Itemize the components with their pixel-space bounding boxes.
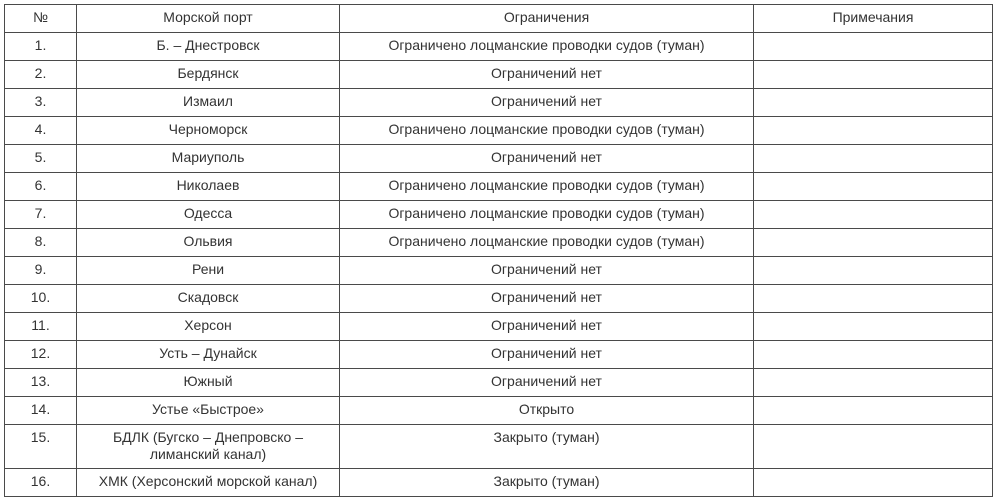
note-cell <box>753 144 993 173</box>
row-number-cell: 14. <box>4 396 77 425</box>
restriction-cell: Ограничено лоцманские проводки судов (ту… <box>339 228 754 257</box>
port-name-cell: Рени <box>76 256 340 285</box>
restriction-cell: Ограничений нет <box>339 60 754 89</box>
port-name-cell: Измаил <box>76 88 340 117</box>
restriction-cell: Ограничено лоцманские проводки судов (ту… <box>339 200 754 229</box>
port-name-cell: Скадовск <box>76 284 340 313</box>
port-name-cell: Ольвия <box>76 228 340 257</box>
row-number-cell: 16. <box>4 468 77 497</box>
row-number-cell: 5. <box>4 144 77 173</box>
restriction-cell: Ограничено лоцманские проводки судов (ту… <box>339 172 754 201</box>
restriction-cell: Ограничено лоцманские проводки судов (ту… <box>339 116 754 145</box>
port-name-cell: Устье «Быстрое» <box>76 396 340 425</box>
restriction-cell: Ограничений нет <box>339 144 754 173</box>
header-row: № Морской порт Ограничения Примечания <box>4 4 993 33</box>
table-row: 7. Одесса Ограничено лоцманские проводки с… <box>4 200 993 229</box>
row-number-cell: 1. <box>4 32 77 61</box>
port-name-cell: Бердянск <box>76 60 340 89</box>
restriction-cell: Открыто <box>339 396 754 425</box>
restriction-cell: Ограничений нет <box>339 284 754 313</box>
table-row: 5. Мариуполь Ограничений нет <box>4 144 993 173</box>
port-name-cell: Херсон <box>76 312 340 341</box>
restriction-cell: Ограничений нет <box>339 256 754 285</box>
table-row: 11. Херсон Ограничений нет <box>4 312 993 341</box>
restriction-cell: Ограничений нет <box>339 340 754 369</box>
restriction-cell: Ограничений нет <box>339 312 754 341</box>
row-number-cell: 3. <box>4 88 77 117</box>
table-row: 1. Б. – Днестровск Ограничено лоцманские п… <box>4 32 993 61</box>
note-cell <box>753 424 993 469</box>
port-name-cell: ХМК (Херсонский морской канал) <box>76 468 340 497</box>
header-number: № <box>4 4 77 33</box>
table-row: 2. Бердянск Ограничений нет <box>4 60 993 89</box>
note-cell <box>753 172 993 201</box>
note-cell <box>753 340 993 369</box>
port-name-cell: Южный <box>76 368 340 397</box>
restriction-cell: Ограничений нет <box>339 368 754 397</box>
restriction-cell: Закрыто (туман) <box>339 424 754 469</box>
table-row: 3. Измаил Ограничений нет <box>4 88 993 117</box>
port-name-cell: Николаев <box>76 172 340 201</box>
row-number-cell: 8. <box>4 228 77 257</box>
row-number-cell: 15. <box>4 424 77 469</box>
note-cell <box>753 200 993 229</box>
table-row: 9. Рени Ограничений нет <box>4 256 993 285</box>
note-cell <box>753 284 993 313</box>
table-row: 6. Николаев Ограничено лоцманские проводки… <box>4 172 993 201</box>
row-number-cell: 6. <box>4 172 77 201</box>
restriction-cell: Ограничений нет <box>339 88 754 117</box>
port-name-cell: Б. – Днестровск <box>76 32 340 61</box>
table-row: 13. Южный Ограничений нет <box>4 368 993 397</box>
port-name-cell: Одесса <box>76 200 340 229</box>
row-number-cell: 13. <box>4 368 77 397</box>
table-row: 16. ХМК (Херсонский морской канал) Закрыто… <box>4 468 993 497</box>
note-cell <box>753 312 993 341</box>
ports-restrictions-table: № Морской порт Ограничения Примечания 1.… <box>4 4 993 497</box>
table-row: 12. Усть – Дунайск Ограничений нет <box>4 340 993 369</box>
table-row: 10. Скадовск Ограничений нет <box>4 284 993 313</box>
note-cell <box>753 88 993 117</box>
port-name-cell: Усть – Дунайск <box>76 340 340 369</box>
table-row: 4. Черноморск Ограничено лоцманские провод… <box>4 116 993 145</box>
row-number-cell: 4. <box>4 116 77 145</box>
note-cell <box>753 368 993 397</box>
note-cell <box>753 396 993 425</box>
note-cell <box>753 256 993 285</box>
note-cell <box>753 116 993 145</box>
row-number-cell: 11. <box>4 312 77 341</box>
row-number-cell: 9. <box>4 256 77 285</box>
note-cell <box>753 468 993 497</box>
row-number-cell: 10. <box>4 284 77 313</box>
restriction-cell: Ограничено лоцманские проводки судов (ту… <box>339 32 754 61</box>
table-row: 15. БДЛК (Бугско – Днепровско – лиманский… <box>4 424 993 469</box>
row-number-cell: 12. <box>4 340 77 369</box>
note-cell <box>753 32 993 61</box>
header-restrictions: Ограничения <box>339 4 754 33</box>
header-notes: Примечания <box>753 4 993 33</box>
note-cell <box>753 228 993 257</box>
note-cell <box>753 60 993 89</box>
port-name-cell: БДЛК (Бугско – Днепровско – лиманский ка… <box>76 424 340 469</box>
row-number-cell: 2. <box>4 60 77 89</box>
table-row: 14. Устье «Быстрое» Открыто <box>4 396 993 425</box>
port-name-cell: Черноморск <box>76 116 340 145</box>
port-name-cell: Мариуполь <box>76 144 340 173</box>
restriction-cell: Закрыто (туман) <box>339 468 754 497</box>
header-port: Морской порт <box>76 4 340 33</box>
row-number-cell: 7. <box>4 200 77 229</box>
table-row: 8. Ольвия Ограничено лоцманские проводки с… <box>4 228 993 257</box>
